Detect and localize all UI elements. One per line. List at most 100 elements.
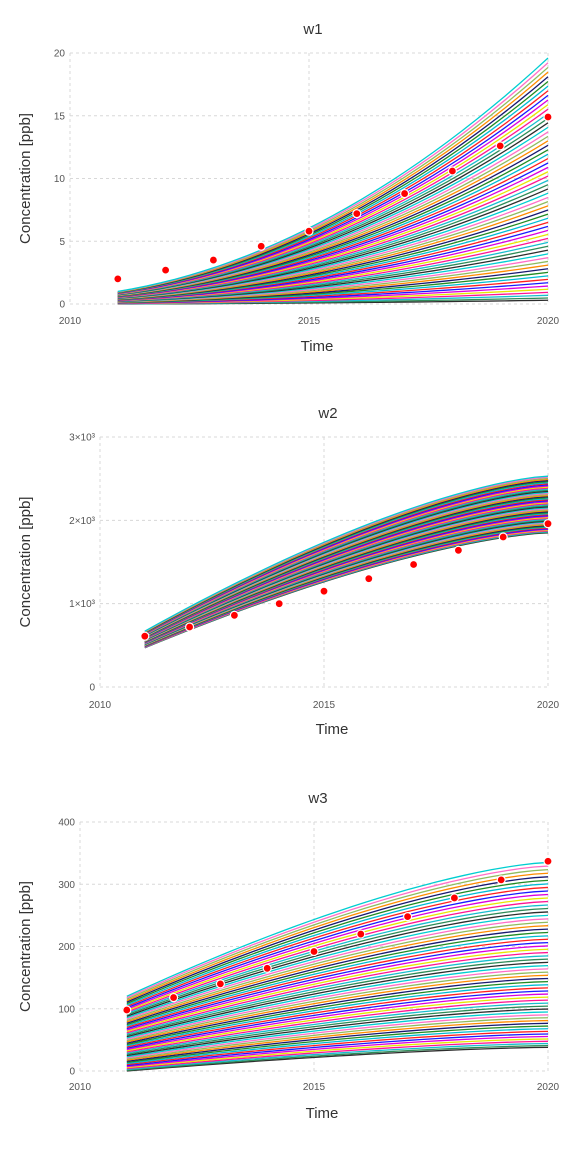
ensemble-line xyxy=(126,945,549,1031)
observation-point xyxy=(274,599,284,609)
observation-point xyxy=(403,912,413,922)
ensemble-line xyxy=(126,1030,549,1066)
y-tick-label: 0 xyxy=(69,1067,75,1078)
observation-point xyxy=(161,265,171,275)
ensemble-line xyxy=(126,890,549,1009)
x-tick-label: 2015 xyxy=(313,700,336,711)
chart-w3: 2010 2015 2020 0 100 200 300 400 w3 Time Concentra… xyxy=(17,790,560,1122)
observation-point xyxy=(113,274,123,284)
ensemble-line xyxy=(126,921,549,1022)
ensemble-line xyxy=(126,900,549,1013)
y-axis-label: Concentration [ppb] xyxy=(17,113,34,244)
observation-point xyxy=(409,559,419,570)
ensemble-line xyxy=(126,904,549,1015)
ensemble-line xyxy=(126,984,549,1047)
observation-point xyxy=(304,226,314,236)
observation-point xyxy=(449,893,459,903)
ensemble-line xyxy=(126,928,549,1024)
x-axis-label: Time xyxy=(301,338,334,355)
observation-point xyxy=(140,631,150,641)
ensemble-line xyxy=(126,1040,549,1070)
ensemble-line xyxy=(126,965,549,1039)
ensemble-line xyxy=(126,1033,549,1067)
observation-point xyxy=(543,856,553,866)
ensemble-line xyxy=(126,886,549,1008)
ensemble-line xyxy=(126,961,549,1038)
observation-point xyxy=(356,929,366,939)
ensemble-line xyxy=(126,1046,549,1072)
ensemble-line xyxy=(126,872,549,1002)
ensemble-line xyxy=(144,475,549,632)
ensemble-line xyxy=(126,980,549,1046)
observation-point xyxy=(364,574,374,584)
ensemble-line xyxy=(126,914,549,1019)
observation-point xyxy=(496,875,506,885)
x-tick-label: 2020 xyxy=(537,1082,560,1093)
ensemble-line xyxy=(126,879,549,1005)
ensemble-line xyxy=(126,861,549,997)
ensemble-line xyxy=(126,993,549,1051)
ensemble-line xyxy=(126,869,549,1000)
y-tick-label: 400 xyxy=(58,818,75,829)
chart-title: w3 xyxy=(307,790,327,807)
ensemble-line xyxy=(117,57,549,293)
ensemble-line xyxy=(126,990,549,1049)
x-tick-label: 2010 xyxy=(59,316,82,327)
ensemble-line xyxy=(126,1005,549,1055)
ensemble-line xyxy=(126,987,549,1048)
ensemble-line xyxy=(126,996,549,1052)
ensemble-line xyxy=(126,1025,549,1064)
ensemble-line xyxy=(126,948,549,1032)
ensemble-line xyxy=(126,958,549,1036)
ensemble-line xyxy=(126,1038,549,1069)
y-axis-label: Concentration [ppb] xyxy=(17,497,34,628)
y-tick-label: 0 xyxy=(59,300,65,311)
observation-point xyxy=(215,979,225,989)
y-tick-label: 2×10³ xyxy=(69,516,96,527)
y-tick-label: 15 xyxy=(54,111,66,122)
ensemble-line xyxy=(126,1017,549,1060)
ensemble-line xyxy=(126,968,549,1040)
ensemble-line xyxy=(126,1022,549,1062)
ensemble-line xyxy=(126,931,549,1026)
ensemble-line xyxy=(126,893,549,1010)
ensemble-line xyxy=(126,941,549,1030)
ensemble-line xyxy=(126,911,549,1017)
ensemble-line xyxy=(126,1035,549,1068)
y-tick-label: 100 xyxy=(58,1004,75,1015)
observation-point xyxy=(495,141,505,151)
chart-title: w1 xyxy=(302,21,322,38)
ensemble-line xyxy=(126,938,549,1028)
ensemble-line xyxy=(126,974,549,1043)
x-tick-label: 2020 xyxy=(537,316,560,327)
ensemble-line xyxy=(126,951,549,1034)
y-tick-label: 3×10³ xyxy=(69,433,96,444)
x-axis-label: Time xyxy=(316,721,349,738)
ensemble-line xyxy=(126,977,549,1044)
ensemble-line xyxy=(126,1028,549,1065)
ensemble-line xyxy=(126,999,549,1053)
observation-point xyxy=(543,112,553,122)
ensemble-line xyxy=(126,1008,549,1057)
x-tick-label: 2015 xyxy=(303,1082,326,1093)
x-tick-label: 2020 xyxy=(537,700,560,711)
ensemble-line xyxy=(126,955,549,1035)
observation-point xyxy=(256,241,266,251)
y-tick-label: 10 xyxy=(54,174,66,185)
y-tick-label: 5 xyxy=(59,237,65,248)
ensemble-line xyxy=(126,925,549,1023)
ensemble-line xyxy=(126,935,549,1027)
observation-point xyxy=(543,519,553,529)
ensemble-line xyxy=(126,1011,549,1058)
observation-point xyxy=(498,532,508,542)
y-axis-label: Concentration [ppb] xyxy=(17,881,34,1012)
ensemble-line xyxy=(126,1002,549,1054)
ensemble-line xyxy=(126,883,549,1006)
observation-point xyxy=(122,1005,132,1015)
y-tick-label: 300 xyxy=(58,880,75,891)
observation-point xyxy=(319,586,329,596)
ensemble-line xyxy=(126,971,549,1042)
observation-point xyxy=(208,255,218,265)
y-tick-label: 200 xyxy=(58,942,75,953)
